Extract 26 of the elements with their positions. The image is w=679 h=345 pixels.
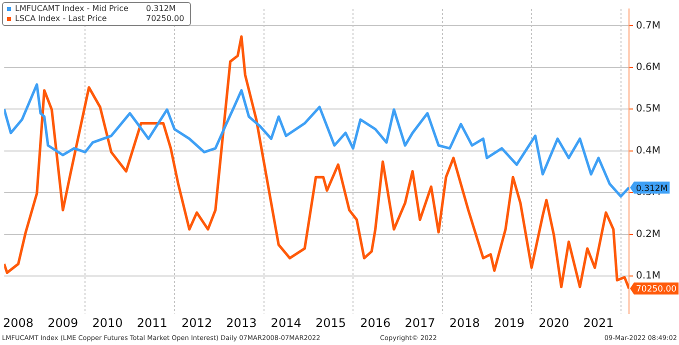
x-tick-label: 2008 bbox=[2, 316, 34, 330]
annotation: 0.312M bbox=[636, 184, 668, 194]
x-tick-label: 2020 bbox=[538, 316, 570, 330]
annotation: 70250.00 bbox=[636, 284, 677, 295]
y-tick-label: 0.4M bbox=[636, 145, 661, 156]
x-tick-label: 2017 bbox=[404, 316, 436, 330]
text: 0.312M bbox=[146, 4, 176, 13]
y-tick-label: 0.2M bbox=[636, 228, 661, 240]
x-tick-label: 2014 bbox=[270, 316, 302, 330]
x-tick-label: 2009 bbox=[48, 316, 78, 330]
y-tick-label: 0.7M bbox=[636, 20, 661, 32]
y-tick-label: 0.6M bbox=[636, 62, 661, 74]
x-tick-label: 2010 bbox=[92, 316, 123, 330]
y-tick-label: 0.1M bbox=[636, 270, 661, 282]
x-tick-label: 2016 bbox=[360, 316, 391, 330]
legend-label: LSCA Index - Last Price bbox=[15, 14, 108, 24]
x-tick-label: 2018 bbox=[449, 316, 480, 330]
x-tick-label: 2021 bbox=[583, 316, 614, 330]
legend-label: LMFUCAMT Index - Mid Price bbox=[15, 4, 130, 14]
y-tick-label: 0.5M bbox=[636, 104, 661, 115]
text: 70250.00 bbox=[146, 14, 184, 23]
x-tick-label: 2015 bbox=[315, 316, 346, 330]
x-tick-label: 2013 bbox=[226, 316, 257, 330]
x-tick-label: 2011 bbox=[136, 316, 168, 330]
x-tick-label: 2019 bbox=[494, 316, 525, 330]
x-tick-label: 2012 bbox=[182, 316, 212, 330]
